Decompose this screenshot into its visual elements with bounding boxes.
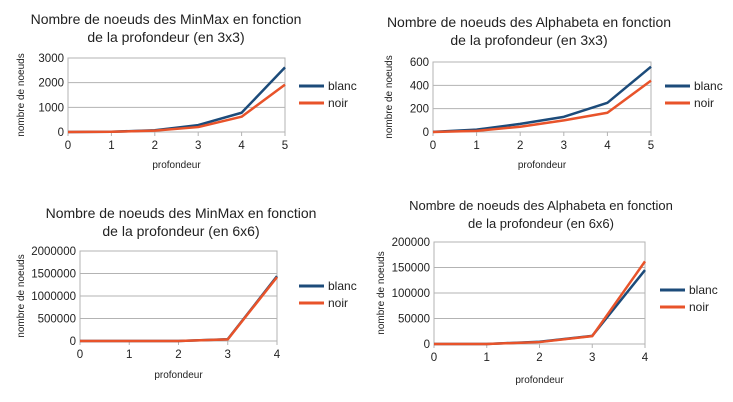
x-tick-label: 1 <box>126 349 132 361</box>
y-tick-label: 0 <box>70 336 76 348</box>
y-tick-label: 0 <box>423 127 429 139</box>
x-tick-label: 0 <box>65 140 71 152</box>
y-tick-label: 100000 <box>392 288 430 300</box>
y-tick-label: 3000 <box>38 53 64 65</box>
legend-label: noir <box>328 96 348 110</box>
legend-label: blanc <box>689 283 718 297</box>
series-line-noir <box>433 260 647 346</box>
legend-label: blanc <box>694 79 723 93</box>
y-tick-label: 600 <box>410 57 429 69</box>
chart-title-line: de la profondeur (en 6x6) <box>102 223 259 239</box>
x-axis-label: profondeur <box>515 375 564 386</box>
chart-title-line: Nombre de noeuds des MinMax en fonction <box>46 205 317 221</box>
legend-label: noir <box>689 300 709 314</box>
x-tick-label: 4 <box>274 349 281 361</box>
x-tick-label: 3 <box>589 352 595 364</box>
series-line-noir <box>79 276 278 343</box>
legend-label: blanc <box>328 79 357 93</box>
x-tick-label: 1 <box>473 140 479 152</box>
x-tick-label: 1 <box>108 140 114 152</box>
y-tick-label: 1500000 <box>31 269 76 281</box>
x-tick-label: 0 <box>430 140 436 152</box>
y-axis-label: nombre de noeuds <box>384 55 395 138</box>
chart-title-line: de la profondeur (en 3x3) <box>450 32 607 48</box>
x-axis-label: profondeur <box>518 160 567 171</box>
y-tick-label: 2000000 <box>31 246 76 258</box>
legend-label: noir <box>328 296 348 310</box>
x-tick-label: 2 <box>152 140 158 152</box>
legend-label: blanc <box>328 279 357 293</box>
y-tick-label: 400 <box>410 80 429 92</box>
chart-title-line: Nombre de noeuds des MinMax en fonction <box>31 11 302 27</box>
x-tick-label: 3 <box>195 140 201 152</box>
y-tick-label: 0 <box>58 127 64 139</box>
y-tick-label: 0 <box>424 339 430 351</box>
legend-label: noir <box>694 96 714 110</box>
chart-2: Nombre de noeuds des Alphabeta en foncti… <box>384 14 723 171</box>
x-tick-label: 3 <box>225 349 231 361</box>
x-tick-label: 5 <box>282 140 288 152</box>
chart-title-line: Nombre de noeuds des Alphabeta en foncti… <box>387 14 671 30</box>
y-axis-label: nombre de noeuds <box>16 254 27 337</box>
y-tick-label: 1000000 <box>31 291 76 303</box>
x-tick-label: 2 <box>175 349 181 361</box>
series-line-noir <box>432 79 652 134</box>
x-tick-label: 0 <box>77 349 83 361</box>
y-tick-label: 1000 <box>38 102 64 114</box>
y-tick-label: 2000 <box>38 78 64 90</box>
chart-title-line: Nombre de noeuds des Alphabeta en foncti… <box>409 198 673 213</box>
y-axis-label: nombre de noeuds <box>376 251 387 334</box>
y-axis-label: nombre de noeuds <box>16 53 27 136</box>
chart-title-line: de la profondeur (en 3x3) <box>87 29 244 45</box>
chart-4: Nombre de noeuds des Alphabeta en foncti… <box>376 198 718 386</box>
x-tick-label: 2 <box>536 352 542 364</box>
y-tick-label: 50000 <box>398 314 430 326</box>
x-tick-label: 4 <box>642 352 649 364</box>
chart-3: Nombre de noeuds des MinMax en fonction d… <box>16 205 357 381</box>
y-tick-label: 150000 <box>392 263 430 275</box>
series-line-noir <box>67 83 286 134</box>
y-tick-label: 200 <box>410 104 429 116</box>
x-tick-label: 0 <box>431 352 437 364</box>
x-axis-label: profondeur <box>154 370 203 381</box>
chart-1: Nombre de noeuds des MinMax en fonction d… <box>16 11 357 171</box>
y-tick-label: 200000 <box>392 237 430 249</box>
x-tick-label: 2 <box>517 140 523 152</box>
x-tick-label: 4 <box>604 140 611 152</box>
x-tick-label: 5 <box>648 140 654 152</box>
chart-title-line: de la profondeur (en 6x6) <box>468 216 614 231</box>
plot-area <box>67 57 286 133</box>
y-tick-label: 500000 <box>38 314 76 326</box>
x-tick-label: 1 <box>484 352 490 364</box>
x-tick-label: 4 <box>238 140 245 152</box>
x-tick-label: 3 <box>561 140 567 152</box>
x-axis-label: profondeur <box>152 160 201 171</box>
